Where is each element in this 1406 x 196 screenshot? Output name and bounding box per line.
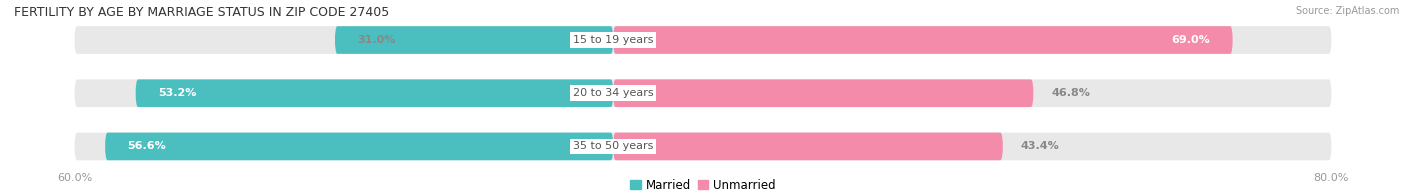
FancyBboxPatch shape	[335, 26, 613, 54]
Text: 69.0%: 69.0%	[1171, 35, 1211, 45]
Text: 46.8%: 46.8%	[1052, 88, 1090, 98]
Text: 15 to 19 years: 15 to 19 years	[574, 35, 654, 45]
Text: 56.6%: 56.6%	[128, 142, 166, 152]
FancyBboxPatch shape	[75, 79, 1331, 107]
Legend: Married, Unmarried: Married, Unmarried	[626, 174, 780, 196]
FancyBboxPatch shape	[75, 26, 1331, 54]
Text: 43.4%: 43.4%	[1021, 142, 1060, 152]
FancyBboxPatch shape	[613, 26, 1233, 54]
FancyBboxPatch shape	[75, 133, 1331, 160]
Text: 60.0%: 60.0%	[58, 173, 93, 183]
FancyBboxPatch shape	[105, 133, 613, 160]
Text: 80.0%: 80.0%	[1313, 173, 1350, 183]
FancyBboxPatch shape	[135, 79, 613, 107]
Text: 53.2%: 53.2%	[157, 88, 197, 98]
Text: Source: ZipAtlas.com: Source: ZipAtlas.com	[1295, 6, 1399, 16]
Text: 35 to 50 years: 35 to 50 years	[574, 142, 654, 152]
Text: 31.0%: 31.0%	[357, 35, 395, 45]
FancyBboxPatch shape	[613, 79, 1033, 107]
Text: 20 to 34 years: 20 to 34 years	[572, 88, 654, 98]
FancyBboxPatch shape	[613, 133, 1002, 160]
Text: FERTILITY BY AGE BY MARRIAGE STATUS IN ZIP CODE 27405: FERTILITY BY AGE BY MARRIAGE STATUS IN Z…	[14, 6, 389, 19]
